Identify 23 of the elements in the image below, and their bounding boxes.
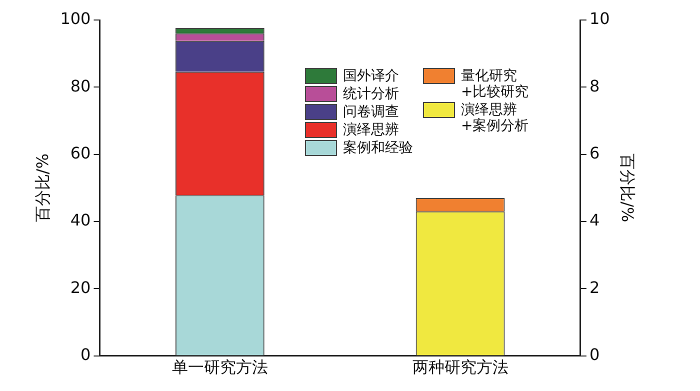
y2-tick-label: 2 [589,278,600,297]
y-tick-label: 20 [70,278,91,297]
y-tick-label: 100 [60,9,91,28]
y2-tick-label: 8 [589,76,600,96]
x-tick-label: 两种研究方法 [412,358,508,377]
y2-tick-label: 10 [589,9,610,28]
x-tick-label: 单一研究方法 [172,358,268,377]
y2-tick-label: 0 [589,344,600,364]
legend-label: 演绎思辨 [343,122,399,138]
legend-label: 演绎思辨+案例分析 [461,102,529,134]
legend-label: 国外译介 [343,68,399,84]
legend-label: 案例和经验 [343,140,413,156]
y-tick-label: 80 [70,76,91,96]
legend-label: 量化研究+比较研究 [461,68,529,100]
y2-axis-title: 百分比/% [618,154,638,222]
y2-tick-label: 6 [589,143,600,162]
y-tick-label: 0 [80,344,91,364]
legend-label: 问卷调查 [343,104,399,120]
y-axis-title: 百分比/% [32,154,52,222]
y-tick-label: 40 [70,210,91,230]
y-tick-label: 60 [70,143,91,162]
legend-label: 统计分析 [343,86,399,102]
y2-tick-label: 4 [589,210,600,230]
